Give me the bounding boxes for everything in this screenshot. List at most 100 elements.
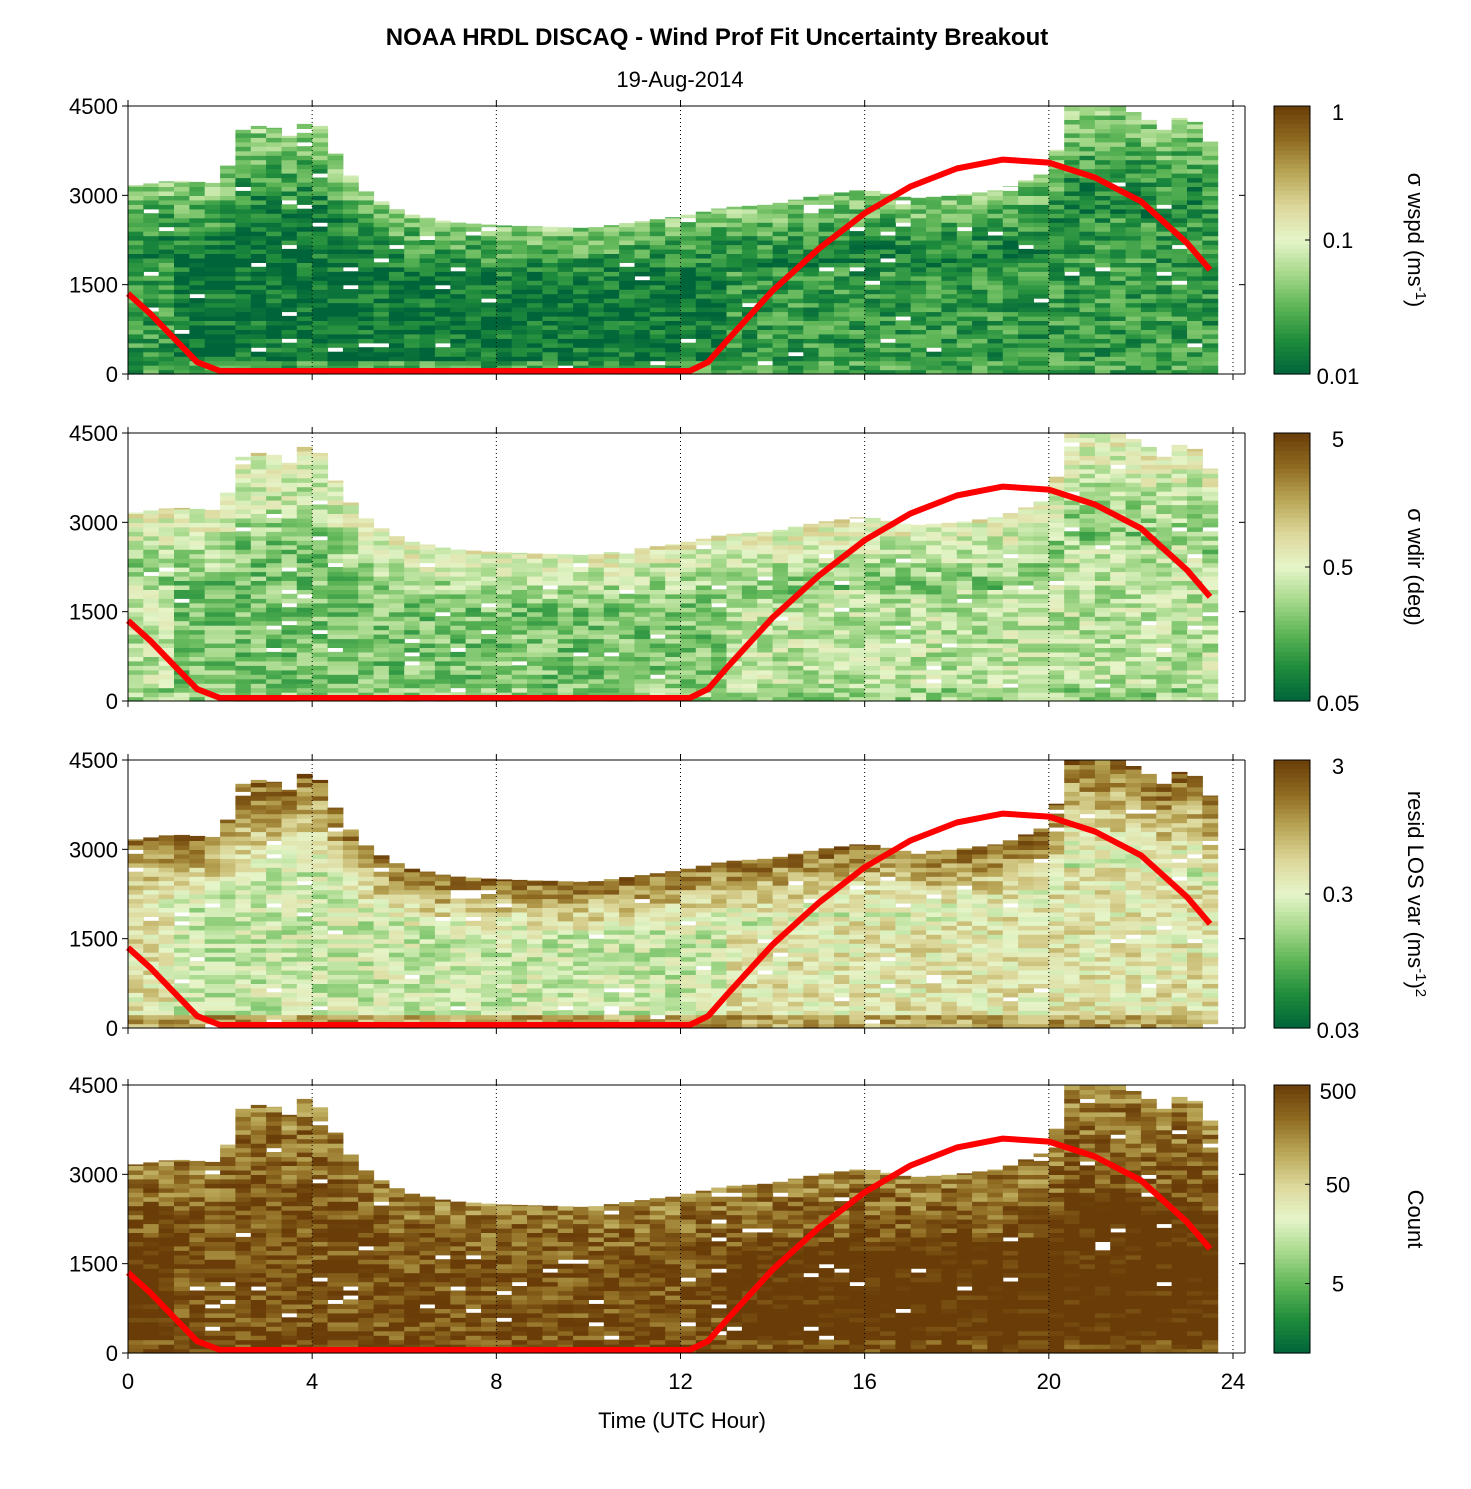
heatmap-cell [1140, 199, 1157, 205]
heatmap-cell [787, 526, 804, 528]
heatmap-cell [342, 271, 359, 277]
heatmap-cell [1094, 293, 1111, 299]
heatmap-cell [880, 235, 896, 241]
heatmap-cell [695, 315, 712, 321]
heatmap-cell [358, 289, 375, 295]
heatmap-cell [342, 333, 359, 339]
heatmap-cell [481, 315, 497, 321]
heatmap-cell [158, 692, 175, 698]
heatmap-cell [496, 253, 513, 259]
heatmap-cell [818, 351, 835, 357]
heatmap-cell [1033, 307, 1050, 313]
heatmap-cell [726, 365, 743, 371]
heatmap-cell [987, 342, 1004, 348]
heatmap-cell [787, 602, 804, 608]
heatmap-cell [296, 607, 313, 613]
heatmap-cell [388, 311, 405, 317]
heatmap-cell [250, 598, 267, 604]
heatmap-cell [1125, 356, 1142, 362]
heatmap-cell [1187, 320, 1203, 326]
heatmap-cell [189, 181, 206, 187]
heatmap-cell [1156, 141, 1173, 147]
heatmap-cell [174, 526, 190, 532]
heatmap-cell [143, 558, 160, 564]
heatmap-cell [834, 347, 850, 353]
heatmap-cell [204, 651, 221, 657]
heatmap-cell [680, 611, 697, 617]
heatmap-cell [818, 199, 835, 205]
heatmap-cell [1187, 222, 1203, 228]
heatmap-cell [726, 692, 743, 698]
heatmap-cell [895, 351, 912, 357]
heatmap-cell [1048, 347, 1065, 353]
heatmap-cell [388, 347, 405, 353]
heatmap-cell [1079, 351, 1096, 357]
heatmap-cell [1202, 168, 1219, 174]
heatmap-cell [1018, 347, 1034, 353]
heatmap-cell [880, 365, 896, 371]
heatmap-cell [204, 226, 221, 232]
heatmap-cell [665, 593, 682, 599]
heatmap-cell [849, 302, 866, 308]
heatmap-cell [926, 333, 942, 339]
colorbar-segment [1274, 190, 1310, 196]
heatmap-cell [649, 311, 666, 317]
heatmap-cell [1064, 226, 1081, 232]
heatmap-cell [588, 593, 605, 599]
heatmap-cell [128, 240, 144, 246]
heatmap-cell [987, 266, 1004, 272]
heatmap-cell [450, 584, 467, 590]
heatmap-cell [787, 634, 804, 640]
heatmap-cell [373, 669, 390, 675]
heatmap-cell [481, 324, 497, 330]
heatmap-cell [235, 235, 252, 241]
heatmap-cell [665, 257, 682, 263]
heatmap-cell [296, 611, 313, 617]
heatmap-cell [695, 665, 712, 671]
heatmap-cell [818, 208, 835, 214]
heatmap-cell [450, 333, 467, 339]
heatmap-cell [296, 683, 313, 689]
heatmap-cell [266, 204, 282, 210]
heatmap-cell [250, 504, 267, 510]
heatmap-cell [220, 168, 236, 174]
heatmap-cell [603, 280, 620, 286]
heatmap-cell [695, 625, 712, 631]
heatmap-cell [741, 553, 758, 559]
heatmap-cell [342, 544, 359, 550]
heatmap-cell [1064, 123, 1081, 129]
heatmap-cell [312, 186, 329, 192]
heatmap-cell [1048, 190, 1065, 196]
heatmap-cell [941, 356, 958, 362]
heatmap-cell [834, 562, 850, 568]
heatmap-cell [1079, 159, 1096, 165]
heatmap-cell [327, 311, 344, 317]
heatmap-cell [296, 155, 313, 161]
heatmap-cell [680, 302, 697, 308]
heatmap-cell [573, 687, 589, 693]
heatmap-cell [342, 175, 359, 179]
heatmap-cell [711, 231, 728, 237]
heatmap-cell [250, 365, 267, 371]
heatmap-cell [649, 356, 666, 362]
heatmap-cell [1156, 302, 1173, 308]
heatmap-cell [1094, 110, 1111, 116]
heatmap-cell [281, 522, 298, 528]
heatmap-cell [557, 280, 574, 286]
colorbar-segment [1274, 248, 1310, 254]
heatmap-cell [972, 351, 988, 357]
heatmap-cell [1033, 174, 1050, 179]
heatmap-cell [404, 217, 421, 223]
heatmap-cell [189, 665, 206, 671]
heatmap-cell [235, 159, 252, 165]
heatmap-cell [158, 665, 175, 671]
heatmap-cell [1064, 266, 1081, 272]
heatmap-cell [849, 365, 866, 371]
heatmap-cell [619, 593, 635, 599]
heatmap-cell [143, 593, 160, 599]
heatmap-cell [665, 289, 682, 295]
heatmap-cell [174, 522, 190, 528]
heatmap-cell [358, 298, 375, 304]
heatmap-cell [772, 311, 789, 317]
heatmap-cell [1064, 329, 1081, 335]
